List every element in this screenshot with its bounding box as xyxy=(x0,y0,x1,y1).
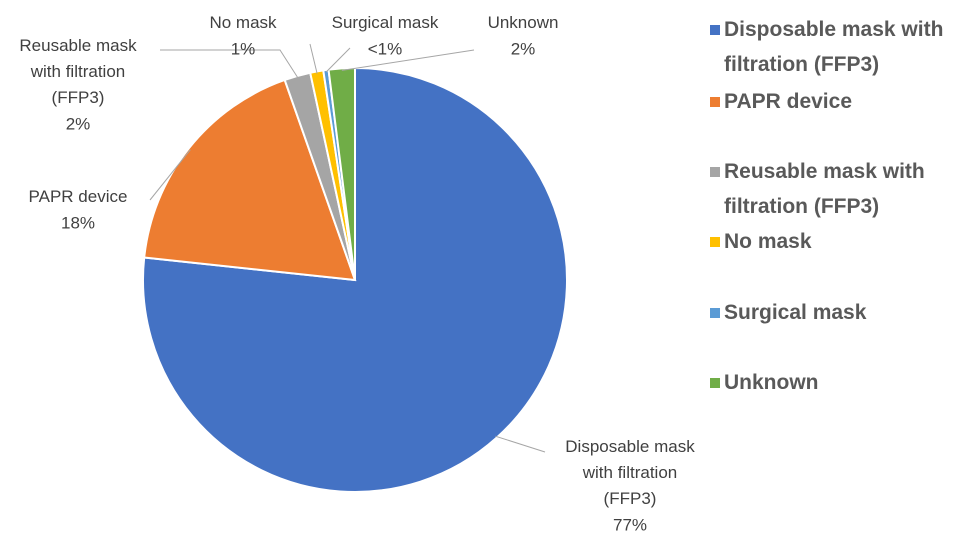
legend-label: Unknown xyxy=(724,371,819,394)
pie-slice xyxy=(143,78,357,282)
data-label-value: 77% xyxy=(613,515,647,534)
legend-label: Reusable mask with filtration (FFP3) xyxy=(724,160,925,218)
data-label-value: 2% xyxy=(66,114,91,133)
legend-label: Disposable mask with filtration (FFP3) xyxy=(724,18,943,76)
data-label-name: Disposable mask with filtration (FFP3) xyxy=(565,437,695,508)
leader-line xyxy=(149,149,191,201)
data-label-value: <1% xyxy=(368,39,403,58)
data-label-name: Unknown xyxy=(488,13,559,32)
leader-line xyxy=(325,47,351,73)
legend-swatch xyxy=(710,308,720,318)
data-label-value: 18% xyxy=(61,213,95,232)
legend-swatch xyxy=(710,97,720,107)
legend-swatch xyxy=(710,378,720,388)
legend-swatch xyxy=(710,25,720,35)
legend-swatch xyxy=(710,237,720,247)
data-label-name: Reusable mask with filtration (FFP3) xyxy=(19,36,137,107)
leader-line xyxy=(160,49,299,79)
data-label-value: 2% xyxy=(511,39,536,58)
legend-label: PAPR device xyxy=(724,90,852,113)
legend-label: Surgical mask xyxy=(724,301,867,324)
leader-line xyxy=(341,49,475,71)
data-label-name: No mask xyxy=(209,13,277,32)
data-label-name: PAPR device xyxy=(29,187,128,206)
pie-slice xyxy=(142,66,568,493)
leader-line xyxy=(309,43,318,74)
data-label-name: Surgical mask xyxy=(332,13,439,32)
data-label-value: 1% xyxy=(231,39,256,58)
legend-label: No mask xyxy=(724,230,812,253)
legend-swatch xyxy=(710,167,720,177)
leader-line xyxy=(495,435,546,453)
